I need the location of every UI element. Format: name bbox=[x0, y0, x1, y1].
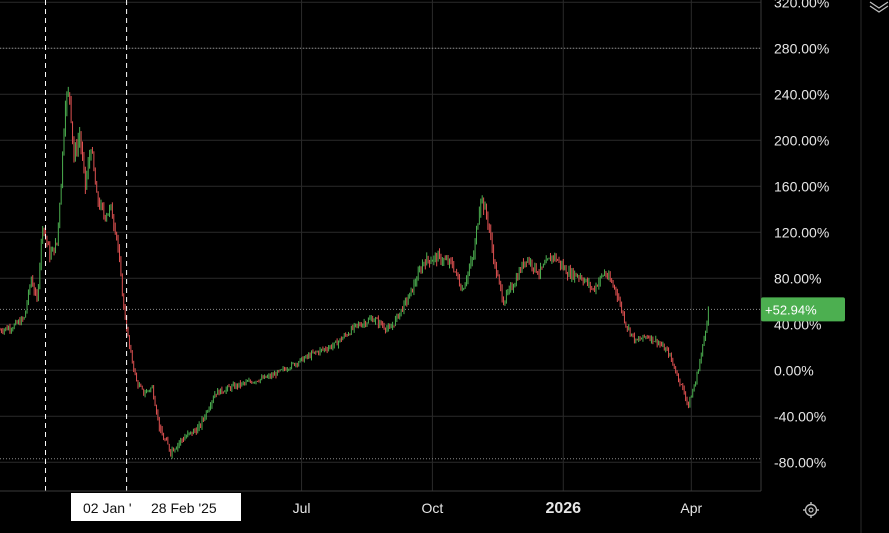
crosshair-lines bbox=[45, 0, 128, 491]
y-tick-label[interactable]: 280.00% bbox=[774, 40, 829, 56]
y-tick-label[interactable]: 240.00% bbox=[774, 86, 829, 102]
x-tick-label[interactable]: Apr bbox=[680, 500, 702, 516]
x-tick-label[interactable]: Jul bbox=[293, 500, 311, 516]
crosshair-date-badge: 02 Jan ' 28 Feb '25 bbox=[71, 493, 241, 521]
last-value-label: +52.94% bbox=[765, 302, 817, 317]
y-tick-label[interactable]: -40.00% bbox=[774, 408, 826, 424]
x-tick-label[interactable]: 2026 bbox=[545, 500, 581, 517]
last-value-badge: +52.94% bbox=[761, 297, 845, 322]
y-tick-label[interactable]: 80.00% bbox=[774, 270, 821, 286]
x-axis-ticks[interactable]: Jul Oct 2026 Apr bbox=[293, 500, 703, 517]
y-tick-label[interactable]: 200.00% bbox=[774, 132, 829, 148]
x-tick-label[interactable]: Oct bbox=[422, 500, 444, 516]
y-tick-label[interactable]: 120.00% bbox=[774, 224, 829, 240]
crosshair-date-start: 02 Jan ' bbox=[83, 500, 132, 516]
y-tick-label[interactable]: -80.00% bbox=[774, 454, 826, 470]
crosshair-date-end: 28 Feb '25 bbox=[151, 500, 217, 516]
layers-icon[interactable] bbox=[869, 1, 889, 13]
candles[interactable] bbox=[0, 86, 709, 459]
y-tick-label[interactable]: 160.00% bbox=[774, 178, 829, 194]
crosshair-date-badge-bg bbox=[71, 493, 241, 521]
y-tick-label[interactable]: 320.00% bbox=[774, 0, 829, 10]
last-value-badge-bg bbox=[761, 297, 845, 322]
y-tick-label[interactable]: 0.00% bbox=[774, 362, 814, 378]
settings-gear-icon[interactable] bbox=[803, 502, 819, 518]
